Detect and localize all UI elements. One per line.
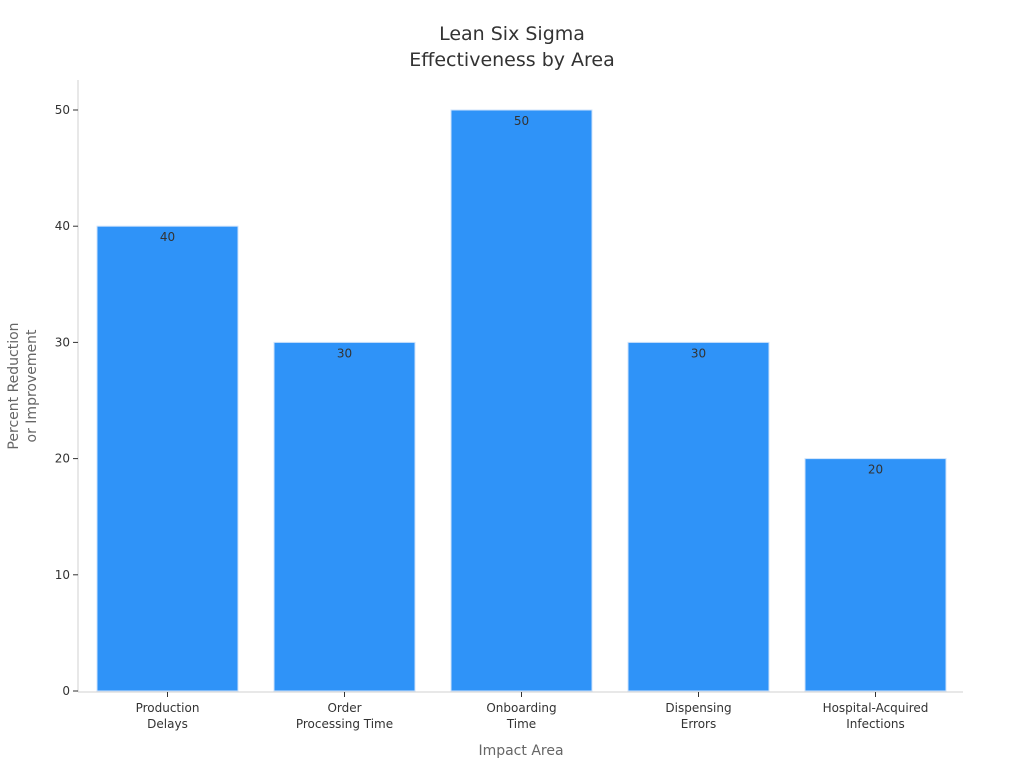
- x-tick-label: Errors: [681, 717, 717, 731]
- bar: [273, 341, 416, 692]
- y-tick-label: 30: [55, 335, 70, 349]
- y-axis-label-line-2: or Improvement: [24, 329, 40, 442]
- x-axis-label: Impact Area: [478, 743, 563, 759]
- y-tick-label: 20: [55, 452, 70, 466]
- x-tick-label: Delays: [147, 717, 188, 731]
- data-label: 30: [337, 346, 352, 360]
- data-label: 30: [691, 346, 706, 360]
- data-label: 20: [868, 463, 883, 477]
- bar: [804, 458, 947, 692]
- y-tick-label: 10: [55, 568, 70, 582]
- chart-title-line-1: Lean Six Sigma: [439, 23, 585, 45]
- y-tick-label: 40: [55, 219, 70, 233]
- x-tick-label: Processing Time: [296, 717, 393, 731]
- data-label: 50: [514, 114, 529, 128]
- x-tick-label: Order: [327, 701, 361, 715]
- bar: [627, 341, 770, 692]
- x-tick-label: Time: [506, 717, 536, 731]
- x-tick-label: Onboarding: [486, 701, 556, 715]
- y-tick-label: 0: [62, 684, 70, 698]
- y-tick-label: 50: [55, 103, 70, 117]
- bar: [450, 109, 593, 692]
- x-tick-label: Infections: [846, 717, 905, 731]
- x-tick-label: Hospital-Acquired: [823, 701, 929, 715]
- x-tick-label: Dispensing: [665, 701, 731, 715]
- bar: [96, 225, 239, 692]
- data-label: 40: [160, 230, 175, 244]
- x-tick-label: Production: [136, 701, 200, 715]
- y-axis-label-line-1: Percent Reduction: [6, 322, 22, 449]
- chart-title-line-2: Effectiveness by Area: [409, 49, 615, 71]
